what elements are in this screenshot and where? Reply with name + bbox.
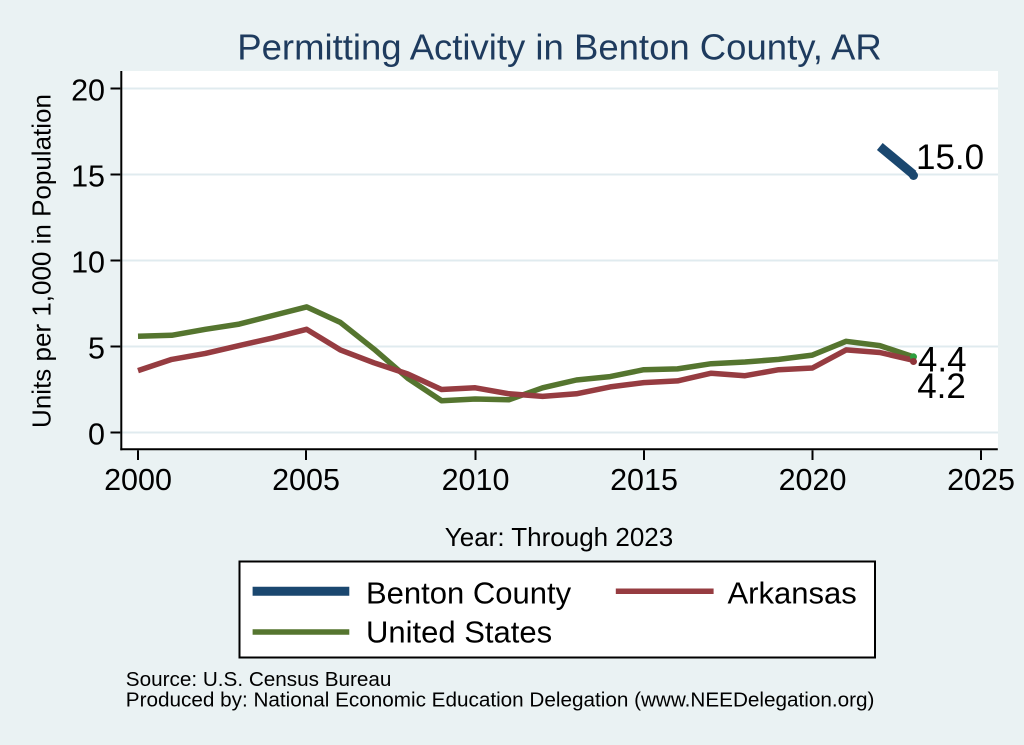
svg-text:Produced by: National Economic: Produced by: National Economic Education… — [126, 689, 875, 712]
svg-text:5: 5 — [88, 331, 105, 365]
svg-text:Source: U.S. Census Bureau: Source: U.S. Census Bureau — [126, 668, 392, 691]
svg-text:United States: United States — [366, 615, 552, 650]
svg-text:2000: 2000 — [104, 463, 172, 497]
svg-text:0: 0 — [88, 417, 105, 451]
svg-text:15.0: 15.0 — [916, 138, 984, 177]
svg-text:10: 10 — [71, 245, 105, 279]
svg-text:Benton County: Benton County — [366, 576, 572, 611]
svg-text:2010: 2010 — [442, 463, 510, 497]
svg-text:Year: Through 2023: Year: Through 2023 — [445, 522, 673, 552]
svg-text:2020: 2020 — [779, 463, 847, 497]
svg-text:Permitting Activity in Benton: Permitting Activity in Benton County, AR — [237, 26, 881, 67]
svg-text:4.4: 4.4 — [918, 340, 967, 379]
svg-text:2005: 2005 — [272, 463, 340, 497]
svg-text:4.2: 4.2 — [917, 367, 966, 406]
svg-text:2025: 2025 — [947, 463, 1015, 497]
svg-text:Units per 1,000 in Population: Units per 1,000 in Population — [27, 94, 57, 428]
svg-text:Arkansas: Arkansas — [728, 576, 857, 611]
svg-text:15: 15 — [71, 159, 105, 193]
svg-text:2015: 2015 — [610, 463, 678, 497]
svg-text:20: 20 — [71, 73, 105, 107]
